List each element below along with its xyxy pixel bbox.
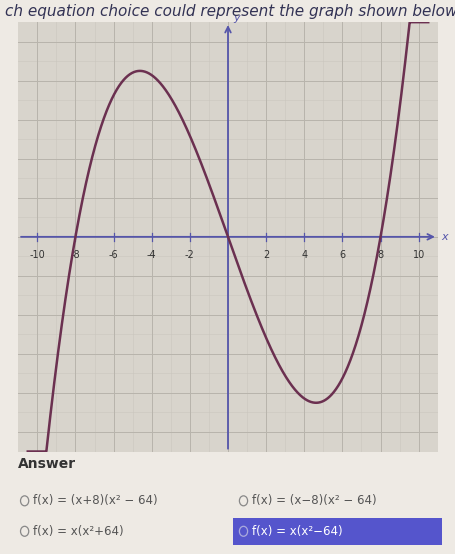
Text: ch equation choice could represent the graph shown below?: ch equation choice could represent the g… [5, 4, 455, 19]
Text: 8: 8 [377, 250, 383, 260]
Text: x: x [440, 232, 447, 242]
Text: -6: -6 [109, 250, 118, 260]
Text: f(x) = (x+8)(x² − 64): f(x) = (x+8)(x² − 64) [33, 494, 157, 507]
Text: 2: 2 [263, 250, 268, 260]
Text: 4: 4 [301, 250, 307, 260]
Text: -10: -10 [30, 250, 45, 260]
Text: f(x) = x(x²+64): f(x) = x(x²+64) [33, 525, 124, 538]
Text: -4: -4 [147, 250, 156, 260]
Text: -8: -8 [71, 250, 80, 260]
Text: -2: -2 [185, 250, 194, 260]
Text: f(x) = (x−8)(x² − 64): f(x) = (x−8)(x² − 64) [252, 494, 376, 507]
Text: Answer: Answer [18, 457, 76, 471]
Text: f(x) = x(x²−64): f(x) = x(x²−64) [252, 525, 342, 538]
Text: 10: 10 [412, 250, 424, 260]
Text: 6: 6 [339, 250, 345, 260]
Text: y: y [233, 13, 240, 23]
